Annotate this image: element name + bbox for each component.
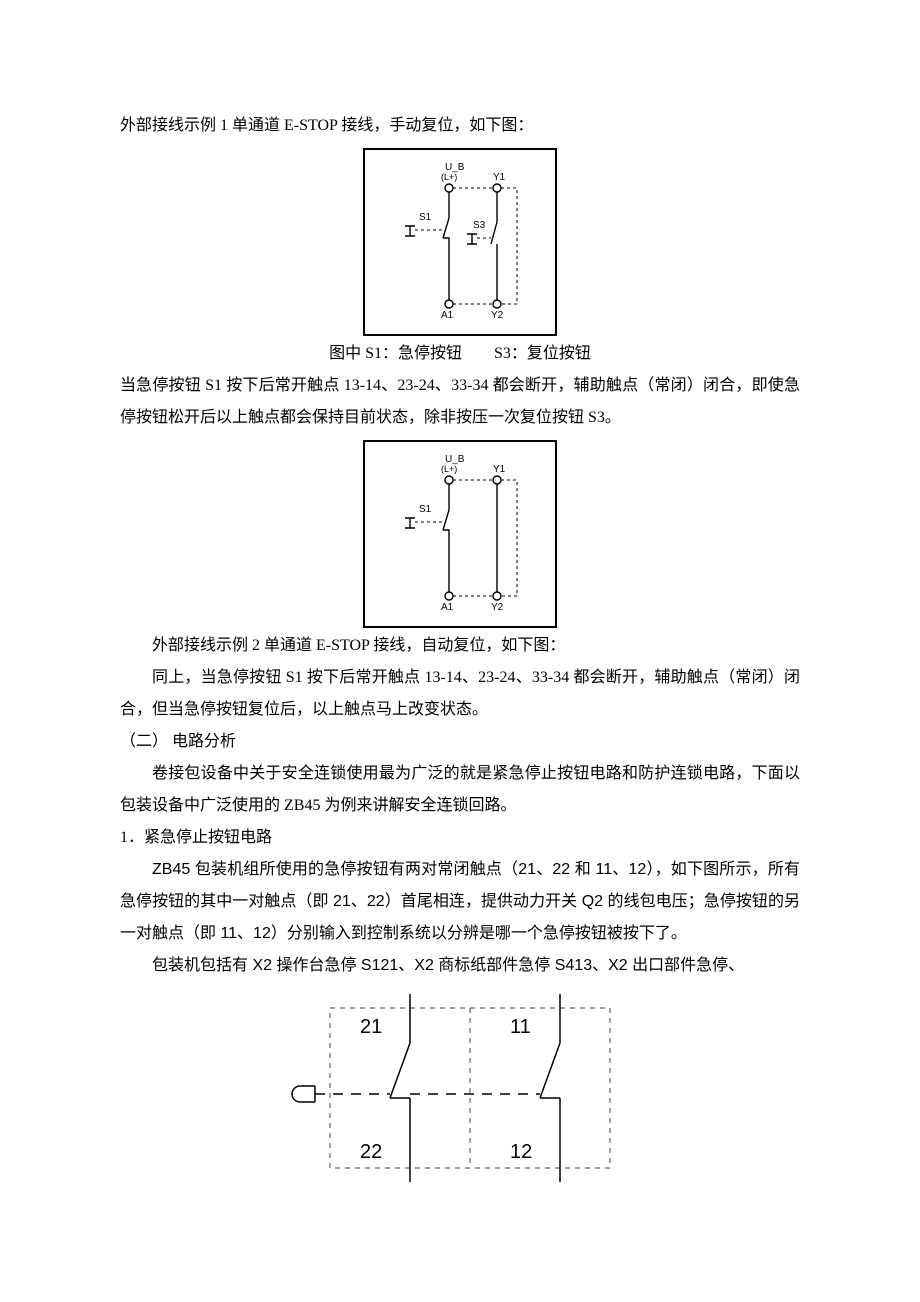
text-a1-1: A1 [441,310,454,320]
relay-box-1: U_B (L+) Y1 S1 [363,148,557,336]
label-11: 11 [510,1016,531,1038]
caption-s1-label: 图中 S1：急停按钮 [329,345,462,362]
estop-contact-diagram: 21 11 22 12 [120,988,800,1188]
text-s3-1: S3 [473,220,486,231]
label-12: 12 [510,1141,532,1163]
text-y2-2: Y2 [491,602,504,612]
caption-s3-label: S3：复位按钮 [494,345,591,362]
text-s1-1: S1 [419,212,432,223]
diagram-1-caption: 图中 S1：急停按钮 S3：复位按钮 [120,338,800,370]
paragraph-7: 包装机包括有 X2 操作台急停 S121、X2 商标纸部件急停 S413、X2 … [120,950,800,982]
paragraph-3: 外部接线示例 2 单通道 E-STOP 接线，自动复位，如下图： [120,630,800,662]
wiring-diagram-1: U_B (L+) Y1 S1 [120,148,800,336]
document-page: 外部接线示例 1 单通道 E-STOP 接线，手动复位，如下图： U_B (L+… [0,0,920,1302]
text-s1-2: S1 [419,504,432,515]
text-y1-2: Y1 [493,464,506,475]
heading-2: （二） 电路分析 [120,726,800,758]
text-lplus-2: (L+) [441,464,457,474]
text-y2-1: Y2 [491,310,504,320]
wiring-diagram-2: U_B (L+) Y1 S1 A1 Y2 [120,440,800,628]
label-22: 22 [360,1141,382,1163]
paragraph-6: ZB45 包装机组所使用的急停按钮有两对常闭触点（21、22 和 11、12），… [120,854,800,950]
paragraph-4: 同上，当急停按钮 S1 按下后常开触点 13-14、23-24、33-34 都会… [120,662,800,726]
relay-box-2: U_B (L+) Y1 S1 A1 Y2 [363,440,557,628]
text-a1-2: A1 [441,602,454,612]
paragraph-2: 当急停按钮 S1 按下后常开触点 13-14、23-24、33-34 都会断开，… [120,370,800,434]
label-21: 21 [360,1016,382,1038]
paragraph-5: 卷接包设备中关于安全连锁使用最为广泛的就是紧急停止按钮电路和防护连锁电路，下面以… [120,758,800,822]
text-y1-1: Y1 [493,172,506,183]
heading-3: 1．紧急停止按钮电路 [120,822,800,854]
text-lplus-1: (L+) [441,172,457,182]
paragraph-1: 外部接线示例 1 单通道 E-STOP 接线，手动复位，如下图： [120,110,800,142]
